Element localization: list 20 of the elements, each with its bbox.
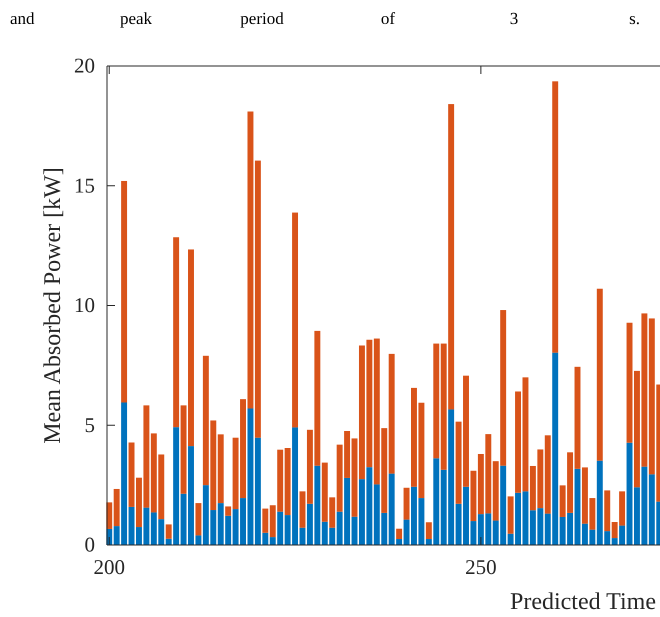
bar — [121, 180, 128, 402]
bar — [552, 81, 558, 353]
bar — [195, 503, 202, 536]
bar — [166, 524, 172, 539]
bar — [426, 522, 432, 540]
bar — [508, 496, 514, 534]
x-tick-label: 250 — [465, 554, 497, 579]
y-axis-title: Mean Absorbed Power [kW] — [40, 167, 66, 444]
y-tick-label: 10 — [74, 293, 95, 318]
text: and peak period of 3 s. — [10, 9, 640, 28]
y-tick-label: 5 — [84, 412, 95, 437]
y-tick-label: 0 — [84, 532, 95, 557]
bar — [596, 288, 603, 461]
bar — [404, 488, 410, 520]
y-tick-label: 15 — [74, 173, 95, 198]
x-tick-label: 200 — [93, 554, 125, 579]
bar — [396, 528, 402, 540]
bar — [292, 212, 298, 428]
y-tick-label: 20 — [74, 54, 95, 78]
x-axis-title: Predicted Time — [510, 589, 656, 615]
